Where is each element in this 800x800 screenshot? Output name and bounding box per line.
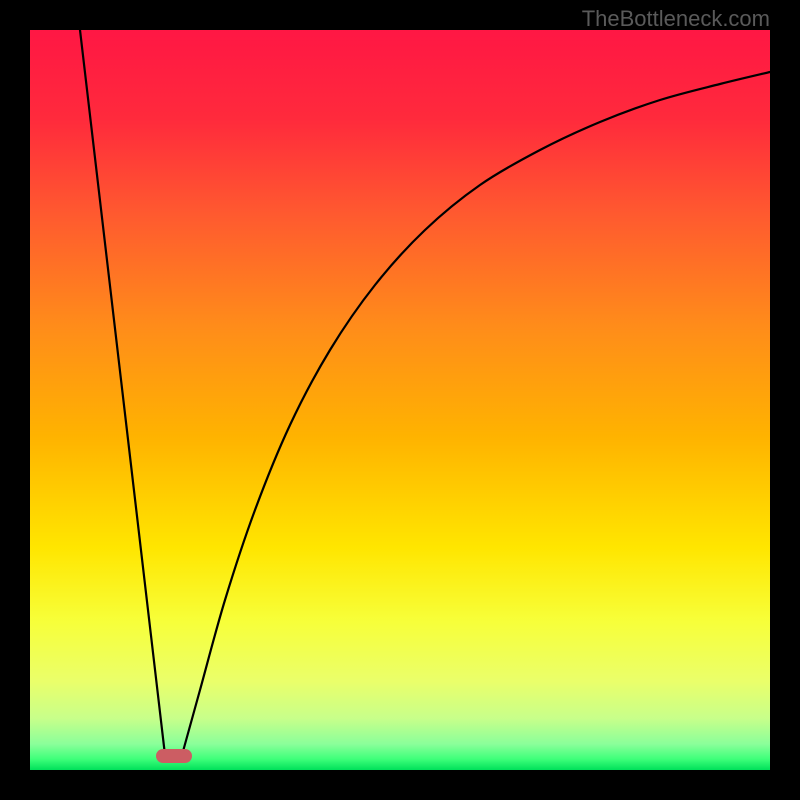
watermark-text: TheBottleneck.com	[582, 6, 770, 32]
plot-area	[30, 30, 770, 770]
chart-container: TheBottleneck.com	[0, 0, 800, 800]
optimum-marker	[156, 749, 192, 763]
bottleneck-curve	[30, 30, 770, 770]
